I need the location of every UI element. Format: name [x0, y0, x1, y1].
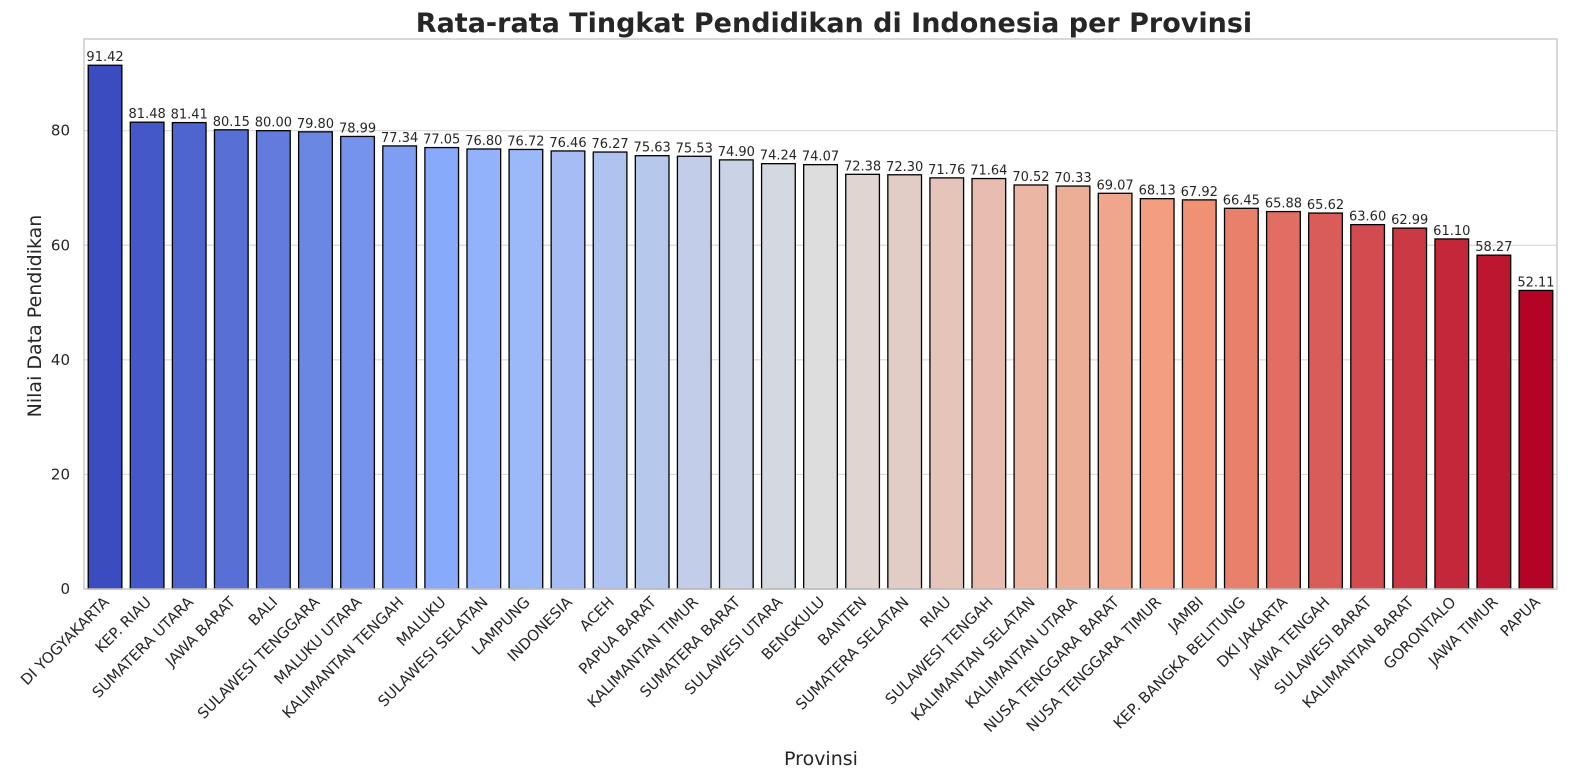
bar [466, 148, 502, 590]
chart-title: Rata-rata Tingkat Pendidikan di Indonesi… [416, 8, 1252, 39]
y-axis-label: Nilai Data Pendidikan [24, 215, 46, 418]
data-label: 78.99 [339, 121, 376, 136]
bar [929, 177, 965, 590]
y-tick-label: 60 [51, 236, 70, 254]
bar [887, 174, 923, 590]
data-label: 77.05 [423, 133, 460, 148]
data-label: 77.34 [381, 131, 418, 146]
data-label: 65.62 [1307, 198, 1344, 213]
data-label: 72.30 [886, 160, 923, 175]
x-axis-label: Provinsi [784, 748, 858, 770]
data-label: 76.80 [465, 134, 502, 149]
bar [803, 163, 838, 590]
x-tick-label: RIAU [916, 593, 954, 631]
bar [1350, 223, 1386, 590]
bars [87, 64, 1554, 590]
bar [1223, 207, 1259, 590]
x-tick-label: PAPUA [1497, 593, 1545, 641]
data-label: 70.52 [1012, 170, 1049, 185]
bar [171, 121, 207, 590]
y-axis-ticks: 0 20 40 60 80 [51, 122, 70, 598]
data-label: 52.11 [1517, 275, 1554, 290]
bar [255, 130, 291, 590]
bar [1434, 238, 1470, 590]
y-tick-label: 80 [51, 122, 70, 140]
bar [1518, 289, 1554, 590]
bar [1265, 210, 1301, 590]
data-label: 75.53 [676, 141, 713, 156]
data-label: 80.15 [213, 115, 250, 130]
bar [382, 145, 418, 590]
data-label: 75.63 [634, 141, 671, 156]
value-labels: 91.42 81.48 81.41 80.15 80.00 79.80 78.99 77.34… [86, 50, 1554, 290]
bar [592, 151, 628, 590]
data-label: 74.07 [802, 150, 839, 165]
data-label: 74.90 [718, 145, 755, 160]
bar [845, 173, 881, 590]
data-label: 68.13 [1139, 184, 1176, 199]
data-label: 65.88 [1265, 197, 1302, 212]
bar [676, 155, 712, 590]
data-label: 63.60 [1349, 210, 1386, 225]
bar [87, 64, 123, 590]
bar [1097, 192, 1133, 590]
data-label: 71.76 [928, 163, 965, 178]
plot-frame [83, 38, 1558, 590]
bar [1139, 198, 1175, 590]
data-label: 71.64 [970, 164, 1007, 179]
data-label: 91.42 [86, 50, 123, 65]
data-label: 69.07 [1096, 178, 1133, 193]
y-tick-label: 0 [60, 580, 70, 598]
data-label: 66.45 [1223, 193, 1260, 208]
bar [129, 121, 165, 590]
bar [424, 146, 460, 590]
bar [634, 155, 670, 590]
bar [213, 129, 249, 590]
bar [1013, 184, 1049, 590]
bar [971, 177, 1007, 590]
data-label: 72.38 [844, 159, 881, 174]
data-label: 76.27 [591, 137, 628, 152]
bar [550, 150, 586, 590]
data-label: 67.92 [1181, 185, 1218, 200]
y-tick-label: 20 [51, 465, 70, 483]
bar [1392, 227, 1428, 590]
data-label: 81.48 [129, 107, 166, 122]
data-label: 74.24 [760, 149, 797, 164]
bar [297, 131, 333, 590]
bar [1308, 212, 1344, 590]
x-tick-label: BALI [245, 593, 281, 629]
data-label: 76.46 [549, 136, 586, 151]
data-label: 62.99 [1391, 213, 1428, 228]
data-label: 81.41 [171, 108, 208, 123]
bar [1055, 185, 1091, 590]
data-label: 70.33 [1054, 171, 1091, 186]
data-label: 76.72 [507, 134, 544, 149]
bar [760, 163, 796, 590]
bar [340, 135, 376, 590]
bar [718, 159, 754, 590]
data-label: 61.10 [1433, 224, 1470, 239]
bar [508, 148, 544, 590]
y-tick-label: 40 [51, 351, 70, 369]
data-label: 58.27 [1475, 240, 1512, 255]
bar [1181, 199, 1217, 590]
data-label: 79.80 [297, 117, 334, 132]
data-label: 80.00 [255, 116, 292, 131]
bar [1476, 254, 1512, 590]
